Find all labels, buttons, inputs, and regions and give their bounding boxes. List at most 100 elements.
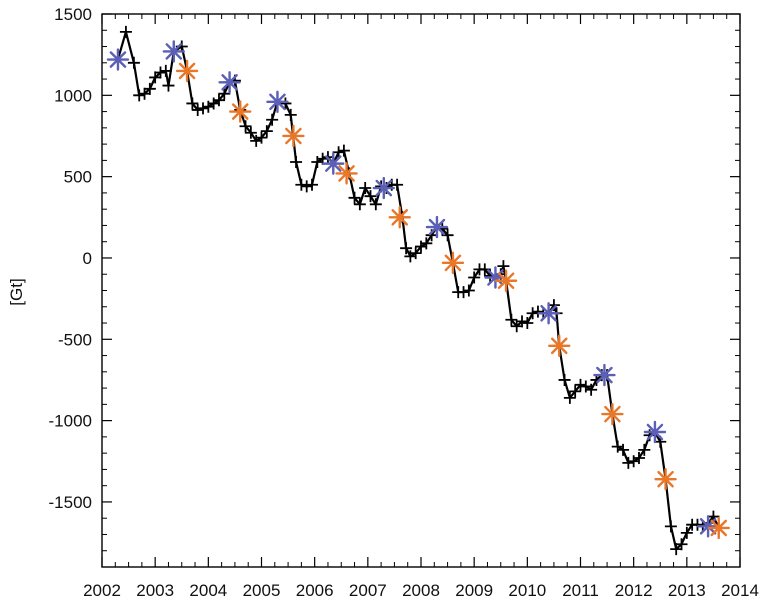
data-point-plus xyxy=(521,317,534,330)
x-tick-label: 2013 xyxy=(668,581,706,600)
data-point-plus xyxy=(119,25,132,38)
data-point-plus xyxy=(516,315,529,328)
data-point-plus xyxy=(290,156,303,169)
data-point-plus xyxy=(260,125,273,138)
data-point-plus xyxy=(579,380,592,393)
data-point-asterisk-orange xyxy=(282,124,305,148)
data-point-plus xyxy=(638,443,651,456)
data-point-asterisk-blue xyxy=(425,215,449,239)
data-point-asterisk-blue xyxy=(696,515,720,538)
data-point-plus xyxy=(348,191,361,204)
data-point-plus xyxy=(391,178,404,191)
data-point-asterisk-blue xyxy=(537,302,560,325)
y-axis-label: [Gt] xyxy=(7,278,26,305)
ticks-group xyxy=(101,13,741,568)
data-point-plus xyxy=(680,526,693,539)
data-point-plus xyxy=(266,113,279,126)
data-point-plus xyxy=(197,102,210,115)
y-tick-label: -1000 xyxy=(49,412,92,431)
data-point-plus xyxy=(420,237,433,250)
data-point-asterisk-blue xyxy=(162,40,185,63)
tick-labels-group: 2002 2003 2004 2005 2006 2007 2008 2009 2010 2011… xyxy=(49,5,759,600)
data-point-asterisk-orange xyxy=(229,100,252,123)
x-tick-label: 2010 xyxy=(508,581,546,600)
data-point-asterisk-orange xyxy=(494,269,518,292)
y-tick-label: 1000 xyxy=(54,86,92,105)
data-point-asterisk-blue xyxy=(372,176,395,200)
x-tick-label: 2008 xyxy=(402,581,440,600)
data-point-asterisk-orange xyxy=(335,162,358,185)
data-point-plus xyxy=(359,182,372,195)
data-point-plus xyxy=(250,134,263,147)
y-tick-label: 1500 xyxy=(54,5,92,24)
data-point-plus xyxy=(306,178,319,191)
data-point-plus xyxy=(526,307,539,320)
data-point-plus xyxy=(191,103,204,116)
data-point-asterisk-orange xyxy=(601,402,624,426)
x-tick-label: 2014 xyxy=(721,581,759,600)
y-tick-label: 500 xyxy=(64,168,92,187)
data-point-plus xyxy=(585,383,598,396)
x-tick-label: 2002 xyxy=(83,581,121,600)
data-point-plus xyxy=(569,385,582,398)
data-point-plus xyxy=(369,198,382,211)
data-point-plus xyxy=(332,146,345,159)
data-point-asterisk-blue xyxy=(484,266,507,289)
data-point-plus xyxy=(409,247,422,260)
data-point-plus xyxy=(353,198,366,211)
data-point-asterisk-orange xyxy=(175,59,199,83)
data-point-plus xyxy=(563,391,576,404)
data-point-plus xyxy=(300,180,313,193)
data-point-plus xyxy=(675,538,688,551)
series-group xyxy=(106,25,730,556)
data-point-plus xyxy=(364,190,377,203)
data-point-asterisk-orange xyxy=(654,467,677,491)
data-point-plus xyxy=(611,440,624,453)
data-point-asterisk-blue xyxy=(106,48,130,71)
data-point-asterisk-orange xyxy=(548,334,571,357)
data-point-plus xyxy=(664,520,677,533)
data-point-plus xyxy=(617,443,630,456)
data-point-plus xyxy=(558,373,571,386)
data-point-plus xyxy=(159,64,172,77)
data-point-asterisk-blue xyxy=(218,71,241,94)
data-point-plus xyxy=(457,286,470,299)
x-tick-label: 2012 xyxy=(615,581,653,600)
data-point-plus xyxy=(162,79,175,92)
x-tick-label: 2007 xyxy=(349,581,387,600)
y-tick-label: -500 xyxy=(58,330,92,349)
data-point-plus xyxy=(202,100,215,113)
data-point-plus xyxy=(186,97,199,110)
data-point-plus xyxy=(212,94,225,107)
data-point-plus xyxy=(154,66,167,79)
data-point-plus xyxy=(239,120,252,133)
x-tick-label: 2004 xyxy=(189,581,227,600)
data-point-asterisk-blue xyxy=(643,420,667,444)
data-point-plus xyxy=(468,271,481,284)
data-point-plus xyxy=(632,452,645,465)
data-point-asterisk-blue xyxy=(266,90,289,114)
data-point-asterisk-orange xyxy=(707,516,730,540)
data-point-asterisk-orange xyxy=(388,206,411,229)
x-tick-label: 2006 xyxy=(296,581,334,600)
data-point-plus xyxy=(279,97,292,110)
y-tick-label: -1500 xyxy=(49,493,92,512)
x-tick-label: 2005 xyxy=(243,581,281,600)
data-point-asterisk-blue xyxy=(593,363,616,387)
data-point-plus xyxy=(574,378,587,391)
x-tick-label: 2009 xyxy=(455,581,493,600)
data-point-plus xyxy=(311,156,324,169)
data-point-plus xyxy=(531,305,544,318)
data-point-plus xyxy=(295,178,308,191)
data-point-plus xyxy=(218,87,231,100)
data-point-plus xyxy=(505,313,518,326)
data-point-plus xyxy=(143,82,156,95)
y-tick-label: 0 xyxy=(83,249,92,268)
x-tick-label: 2011 xyxy=(562,581,599,600)
data-point-plus xyxy=(622,456,635,469)
data-point-asterisk-orange xyxy=(441,251,465,275)
data-point-plus xyxy=(127,56,140,69)
data-point-plus xyxy=(337,144,350,157)
